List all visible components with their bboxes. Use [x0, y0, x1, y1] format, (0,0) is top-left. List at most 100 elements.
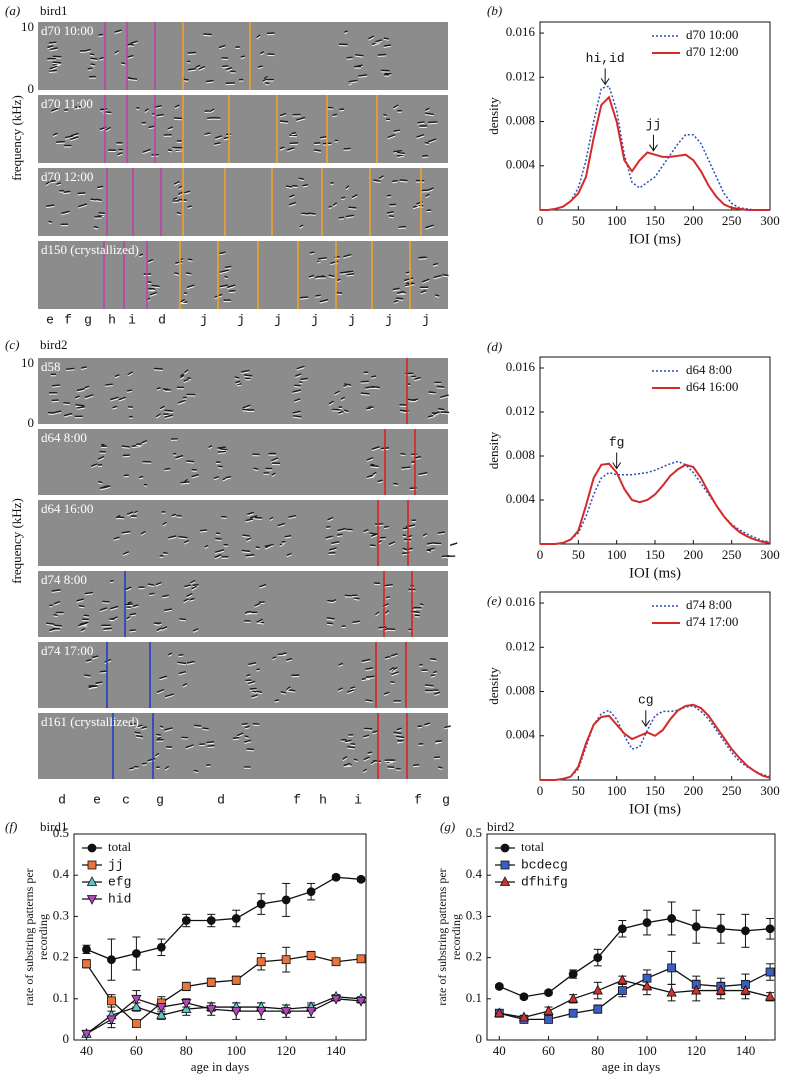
- spectrogram-streak: [219, 269, 229, 273]
- spectrogram-streak: [348, 206, 357, 209]
- y-tick-label: 0.008: [506, 683, 535, 698]
- spectrogram-streak: [279, 121, 289, 124]
- spectrogram-streak: [279, 146, 285, 150]
- spectrogram-streak: [355, 55, 364, 58]
- spectrogram-streak: [141, 762, 147, 765]
- spectrogram-streak: [288, 203, 297, 207]
- spectrogram-streak: [277, 524, 285, 528]
- spectrogram-streak: [102, 112, 112, 115]
- spectrogram-streak: [128, 724, 136, 727]
- spectrogram-streak: [347, 689, 355, 693]
- spectrogram-streak: [400, 454, 406, 457]
- series-line: [86, 996, 362, 1035]
- spectrogram-streak: [121, 445, 130, 448]
- spectrogram-streak: [191, 470, 197, 472]
- marker: [499, 876, 511, 886]
- spectrogram-streak: [331, 541, 340, 544]
- spectrogram-streak: [338, 216, 345, 219]
- spectrogram-streak: [385, 611, 390, 616]
- marker: [181, 999, 192, 1009]
- spectrogram-streak: [204, 546, 209, 549]
- x-axis-label: age in days: [191, 1059, 249, 1074]
- spectrogram-streak: [343, 762, 351, 767]
- spectrogram-streak: [265, 546, 271, 550]
- spectrogram-streak: [274, 700, 280, 703]
- spectrogram-streak: [284, 536, 292, 539]
- y-tick-label: 0.5: [466, 825, 482, 840]
- spectrogram-streak: [77, 407, 85, 410]
- spectrogram-streak: [122, 551, 130, 555]
- spectrogram-streak: [139, 255, 144, 258]
- spectrogram-streak: [113, 538, 120, 541]
- spectrogram-streak: [98, 35, 104, 37]
- spectrogram-streak: [430, 674, 436, 677]
- x-tick-label: 80: [591, 1043, 604, 1058]
- spectrogram-streak: [114, 51, 119, 55]
- x-tick-label: 50: [572, 547, 585, 562]
- spectrogram-streak: [319, 299, 329, 303]
- syllable-label: f: [414, 792, 422, 807]
- spectrogram-streak: [207, 744, 215, 747]
- spectrogram-streak: [157, 736, 162, 740]
- spectrogram-streak: [245, 727, 250, 730]
- marker: [86, 876, 98, 886]
- spectrogram-streak: [186, 594, 193, 599]
- spectrogram-streak: [343, 386, 347, 389]
- spectrogram-streak: [205, 79, 214, 83]
- y-axis-label: rate of substring patterns per: [435, 868, 449, 1005]
- spectrogram-streak: [190, 581, 196, 585]
- spectrogram-streak: [337, 535, 343, 538]
- spectrogram-streak: [317, 259, 321, 263]
- spectrogram-streak: [121, 530, 131, 534]
- spectrogram-streak: [365, 699, 373, 702]
- row-label: d58: [41, 359, 61, 374]
- spectrogram-streak: [226, 284, 236, 289]
- spectrogram-streak: [345, 186, 350, 191]
- spectrogram-streak: [334, 390, 340, 395]
- spectrogram-streak: [373, 759, 381, 763]
- spectrogram-streak: [246, 538, 252, 543]
- spectrogram-streak: [417, 121, 425, 124]
- spectrogram-streak: [164, 469, 171, 472]
- spectrogram-streak: [435, 294, 440, 297]
- spectrogram-streak: [435, 295, 440, 298]
- spectrogram-streak: [114, 31, 122, 34]
- spectrogram-streak: [438, 409, 445, 412]
- spectrogram-streak: [129, 767, 135, 770]
- panel-label: (f): [5, 819, 17, 834]
- spectrogram-streak: [193, 769, 199, 773]
- spectrogram-streak: [232, 736, 240, 740]
- spectrogram-streak: [371, 376, 377, 379]
- x-tick-label: 100: [607, 783, 627, 798]
- marker: [87, 843, 97, 853]
- spectrogram-streak: [344, 409, 349, 412]
- spectrogram-streak: [377, 481, 383, 484]
- marker: [519, 992, 529, 1002]
- spectrogram-streak: [63, 412, 73, 417]
- spectrogram-streak: [222, 66, 229, 69]
- spectrogram-streak: [396, 737, 404, 740]
- spectrogram-streak: [286, 686, 291, 690]
- spectrogram-streak: [367, 753, 373, 755]
- spectrogram-streak: [390, 653, 398, 657]
- spectrogram-streak: [127, 601, 132, 604]
- spectrogram-streak: [299, 224, 304, 228]
- spectrogram-streak: [375, 611, 380, 616]
- spectrogram-streak: [164, 728, 173, 732]
- spectrogram-streak: [134, 512, 138, 515]
- panel-label: (d): [487, 339, 502, 354]
- spectrogram-streak: [308, 276, 315, 279]
- spectrogram-streak: [420, 291, 427, 295]
- spectrogram-streak: [222, 65, 229, 68]
- spectrogram-streak: [159, 675, 168, 680]
- x-tick-label: 50: [572, 783, 585, 798]
- spectrogram-streak: [74, 396, 80, 400]
- spectrogram-streak: [52, 410, 62, 414]
- spectrogram-streak: [184, 192, 191, 195]
- spectrogram-streak: [164, 409, 173, 412]
- spectrogram-streak: [114, 50, 120, 54]
- spectrogram-streak: [414, 378, 421, 382]
- x-tick-label: 60: [542, 1043, 555, 1058]
- spectrogram-streak: [53, 624, 62, 627]
- spectrogram-streak: [99, 607, 108, 611]
